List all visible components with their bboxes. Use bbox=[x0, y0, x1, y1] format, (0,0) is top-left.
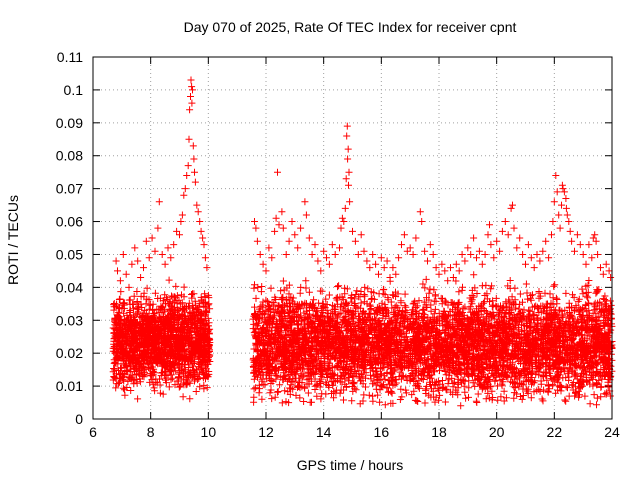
x-tick-label: 8 bbox=[147, 424, 155, 440]
y-tick-label: 0.08 bbox=[56, 148, 83, 164]
tick-layer bbox=[92, 56, 613, 420]
x-tick-label: 20 bbox=[489, 424, 505, 440]
x-tick-label: 12 bbox=[258, 424, 274, 440]
y-tick-label: 0.1 bbox=[64, 82, 84, 98]
y-axis-label: ROTI / TECUs bbox=[5, 195, 21, 285]
x-axis-label: GPS time / hours bbox=[297, 457, 404, 473]
y-tick-label: 0.06 bbox=[56, 214, 83, 230]
x-tick-label: 6 bbox=[89, 424, 97, 440]
x-tick-label: 10 bbox=[201, 424, 217, 440]
x-tick-label: 22 bbox=[547, 424, 563, 440]
roti-marker-series bbox=[109, 76, 616, 410]
plot-frame bbox=[92, 56, 613, 420]
y-tick-label: 0.05 bbox=[56, 246, 83, 262]
marker-layer bbox=[109, 76, 616, 410]
y-tick-label: 0.07 bbox=[56, 181, 83, 197]
y-tick-label: 0.04 bbox=[56, 279, 83, 295]
y-tick-label: 0.01 bbox=[56, 378, 83, 394]
x-tick-label: 16 bbox=[374, 424, 390, 440]
tick-label-layer: 6 8 10 12 14 16 18 20 22 24 0 0.01 0.02 0.03 0.04 0.05 0… bbox=[56, 49, 620, 440]
y-tick-label: 0.09 bbox=[56, 115, 83, 131]
y-tick-label: 0.03 bbox=[56, 312, 83, 328]
x-tick-label: 24 bbox=[604, 424, 620, 440]
chart-title: Day 070 of 2025, Rate Of TEC Index for r… bbox=[184, 19, 517, 35]
y-tick-label: 0 bbox=[75, 411, 83, 427]
y-tick-label: 0.11 bbox=[57, 49, 83, 65]
x-tick-label: 14 bbox=[316, 424, 332, 440]
x-tick-label: 18 bbox=[431, 424, 447, 440]
y-tick-label: 0.02 bbox=[56, 345, 83, 361]
